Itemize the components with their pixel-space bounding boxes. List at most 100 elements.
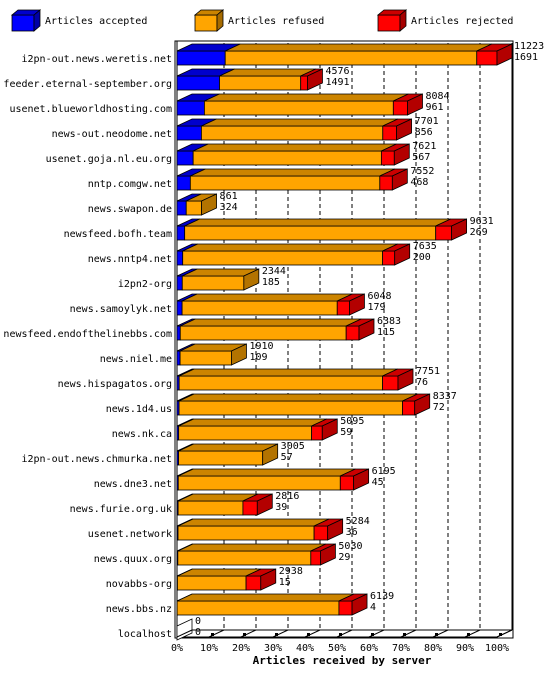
value-accepted-label: 115 (377, 327, 395, 338)
bar-accepted (176, 250, 184, 266)
value-total-label: 7552 (410, 166, 434, 177)
bar-rejected-side (307, 68, 323, 91)
bar-refused-top (184, 218, 451, 227)
x-tick-marker (275, 633, 278, 636)
bar-rejected-side (396, 118, 412, 141)
bar-rejected (435, 225, 453, 241)
bar-refused (224, 50, 478, 66)
value-total-label: 5030 (338, 541, 362, 552)
value-total-label: 6195 (372, 466, 396, 477)
bar-rejected-side (327, 518, 344, 541)
x-axis: 0% 10% 20% 30% 40% 50% 60% 70% 80% 90% 100% Article… (171, 629, 513, 667)
bar-rejected-side (321, 418, 338, 441)
bar-rejected-side (407, 93, 423, 116)
value-accepted-label: 179 (367, 302, 385, 313)
value-total-label: 7621 (412, 141, 436, 152)
category-label: usenet.goja.nl.eu.org (46, 154, 172, 165)
bar-accepted (176, 350, 181, 366)
value-total-label: 3005 (281, 441, 305, 452)
bar-refused (177, 550, 312, 566)
bar-rejected-side (358, 318, 375, 341)
bar-refused-top (201, 118, 398, 127)
x-tick-marker (435, 633, 438, 636)
bar-refused-top (190, 168, 395, 177)
bar-rejected (300, 75, 308, 91)
bar-rejected (476, 50, 498, 66)
bar-refused-top (177, 518, 330, 527)
category-label: newsfeed.bofh.team (64, 229, 172, 240)
bar-accepted (176, 100, 205, 116)
value-accepted-label: 200 (413, 252, 431, 263)
value-accepted-label: 76 (416, 377, 428, 388)
value-total-label: 5095 (340, 416, 364, 427)
category-label: novabbs-org (106, 579, 172, 590)
bar-accepted (176, 75, 220, 91)
legend-label: Articles rejected (411, 16, 513, 27)
value-total-label: 8084 (425, 91, 449, 102)
bar-refused-top (178, 368, 398, 377)
bar-refused (178, 375, 383, 391)
bar-refused-top (178, 468, 356, 477)
bar-accepted (176, 175, 191, 191)
category-label: news.samoylyk.net (70, 304, 172, 315)
bar-refused (181, 275, 245, 291)
bar-rejected (242, 500, 258, 516)
bar-rejected-side (349, 293, 365, 316)
category-label: news.nntp4.net (88, 254, 172, 265)
category-label: i2pn-out.news.weretis.net (21, 54, 172, 65)
legend-swatch (377, 14, 401, 32)
value-total-label: 7701 (415, 116, 439, 127)
bar-rejected (336, 300, 350, 316)
value-total-label: 861 (220, 191, 238, 202)
value-total-label: 11223 (514, 41, 544, 52)
value-total-label: 4576 (325, 66, 349, 77)
bar-rejected (382, 375, 399, 391)
x-tick-marker (371, 633, 374, 636)
bar-refused-side (201, 193, 217, 216)
bar-refused-top (181, 293, 353, 302)
category-label: news.nk.ca (112, 429, 172, 440)
category-label: news.1d4.us (106, 404, 172, 415)
x-tick-label: 10% (200, 643, 218, 654)
bar-rejected-side (256, 493, 273, 516)
value-total-label: 2344 (262, 266, 286, 277)
bar-refused (179, 325, 347, 341)
bar-rejected (382, 125, 397, 141)
legend-label: Articles refused (228, 16, 324, 27)
bar-rejected (310, 550, 321, 566)
value-accepted-label: 567 (412, 152, 430, 163)
bar-rejected-side (451, 218, 468, 241)
value-accepted-label: 57 (281, 452, 293, 463)
bar-rejected (382, 250, 396, 266)
bar-rejected-side (394, 243, 411, 266)
value-total-label: 1910 (249, 341, 273, 352)
bar-refused-top (178, 393, 418, 402)
value-accepted-label: 856 (415, 127, 433, 138)
bar-refused (185, 200, 202, 216)
x-tick-label: 20% (232, 643, 250, 654)
value-total-label: 6139 (370, 591, 394, 602)
bar-refused-top (176, 593, 355, 602)
legend-swatch-side (216, 9, 224, 32)
x-tick-marker (499, 633, 502, 636)
x-tick-label: 50% (328, 643, 346, 654)
category-label: news.swapon.de (88, 204, 172, 215)
legend-swatch-side (33, 9, 41, 32)
x-tick-label: 0% (171, 643, 183, 654)
bar-accepted (176, 150, 194, 166)
bar-refused-top (182, 243, 398, 252)
x-tick-label: 60% (360, 643, 378, 654)
value-total-label: 6048 (367, 291, 391, 302)
bar-refused (176, 600, 340, 616)
value-total-label: 7751 (416, 366, 440, 377)
bar-refused-top (192, 143, 397, 152)
category-label: news.bbs.nz (106, 604, 172, 615)
bar-rejected (379, 175, 393, 191)
category-label: i2pn2-org (118, 279, 172, 290)
bar-rejected (313, 525, 329, 541)
category-label: news-out.neodome.net (52, 129, 172, 140)
bar-refused (177, 525, 315, 541)
value-total-label: 0 (195, 616, 201, 627)
